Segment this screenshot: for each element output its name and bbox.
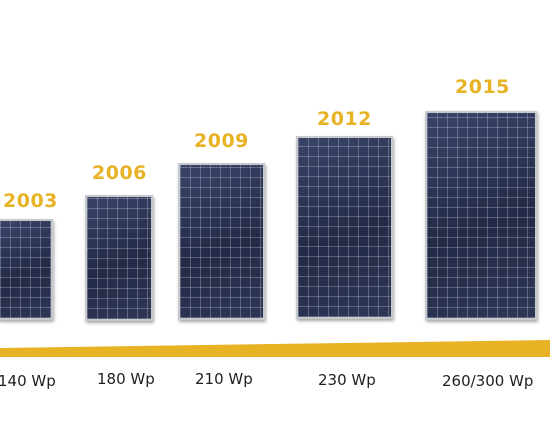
power-label-2006: 180 Wp: [97, 370, 155, 388]
power-label-2003: 140 Wp: [0, 372, 56, 390]
year-label-2009: 2009: [194, 130, 249, 152]
solar-panel-2006: [85, 195, 153, 321]
solar-panel-2003: [0, 219, 53, 320]
solar-panel-2009: [178, 163, 265, 320]
year-label-2012: 2012: [317, 108, 372, 130]
year-label-2003: 2003: [3, 190, 58, 212]
power-label-2012: 230 Wp: [318, 371, 376, 389]
power-label-2015: 260/300 Wp: [442, 372, 534, 390]
power-label-2009: 210 Wp: [195, 370, 253, 388]
solar-panel-2015: [425, 111, 537, 320]
year-label-2015: 2015: [455, 76, 510, 98]
solar-panel-2012: [296, 136, 393, 319]
year-label-2006: 2006: [92, 162, 147, 184]
